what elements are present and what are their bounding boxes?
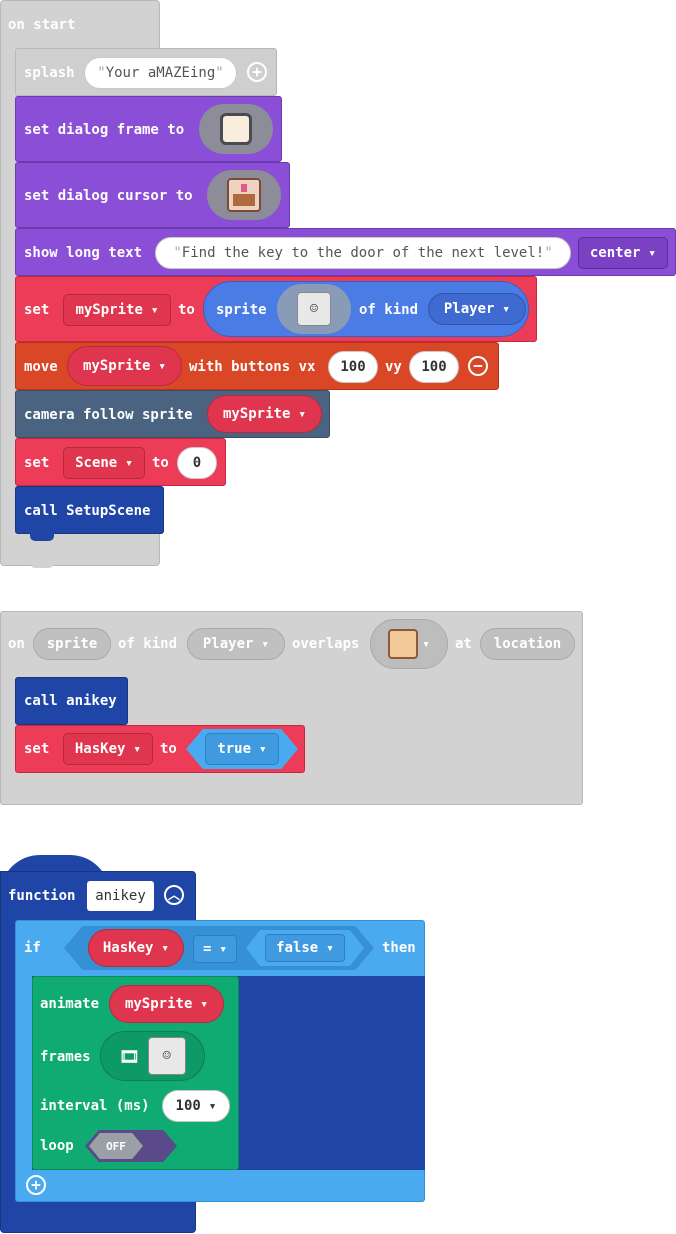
call-anikey-label: call anikey (24, 693, 117, 709)
chest-image (227, 178, 261, 212)
camera-label: camera follow sprite (24, 407, 193, 423)
overlap-of-kind-label: of kind (118, 636, 178, 652)
compare-haskey-dropdown[interactable]: HasKey (88, 929, 184, 967)
collapse-icon[interactable]: ︿ (164, 885, 184, 905)
player-sprite-image: ☺ (147, 1037, 186, 1075)
sprite-image-picker[interactable]: ☺ (277, 284, 351, 334)
call-anikey-block[interactable] (15, 677, 128, 725)
long-text-value: Find the key to the door of the next lev… (181, 245, 545, 261)
vx-input[interactable]: 100 (328, 351, 378, 383)
minus-icon[interactable]: − (468, 356, 488, 376)
scene-value-input[interactable]: 0 (177, 447, 217, 479)
with-buttons-label: with buttons vx (189, 359, 316, 375)
true-value: true (217, 741, 266, 757)
function-label: function (8, 888, 76, 904)
on-start-label: on start (8, 17, 76, 33)
kind-value: Player (444, 301, 510, 317)
compare-haskey-value: HasKey (103, 940, 169, 956)
vy-input[interactable]: 100 (409, 351, 459, 383)
set-haskey-to-label: to (160, 741, 177, 757)
then-label: then (382, 940, 416, 956)
vy-value: 100 (421, 359, 447, 375)
overlap-on-label: on (8, 636, 25, 652)
interval-value: 100 (176, 1098, 217, 1114)
scene-dropdown[interactable]: Scene (63, 447, 145, 479)
false-value: false (276, 940, 334, 956)
dialog-frame-label: set dialog frame to (24, 122, 185, 138)
long-text-label: show long text (24, 245, 143, 261)
operator-dropdown[interactable]: = (193, 935, 237, 963)
player-sprite-image: ☺ (297, 292, 331, 326)
overlap-sprite-param[interactable]: sprite (33, 628, 111, 660)
function-name-input[interactable]: anikey (87, 881, 154, 911)
camera-sprite-value: mySprite (223, 406, 306, 422)
haskey-dropdown[interactable]: HasKey (63, 733, 153, 765)
camera-sprite-dropdown[interactable]: mySprite (207, 395, 322, 433)
overlaps-label: overlaps (292, 636, 360, 652)
set-scene-label: set (24, 455, 50, 471)
move-label: move (24, 359, 58, 375)
interval-dropdown[interactable]: 100 (162, 1090, 230, 1122)
splash-text-input[interactable]: " Your aMAZEing " (84, 57, 237, 89)
to-label: to (178, 302, 195, 318)
kind-dropdown[interactable]: Player (428, 293, 526, 325)
dialog-cursor-label: set dialog cursor to (24, 188, 193, 204)
true-dropdown[interactable]: true (205, 733, 279, 765)
animate-sprite-dropdown[interactable]: mySprite (109, 985, 224, 1023)
animate-label: animate (40, 996, 100, 1012)
loop-toggle-knob: OFF (89, 1133, 143, 1159)
frames-label: frames (40, 1049, 91, 1065)
scene-number: 0 (192, 455, 202, 471)
function-name-value: anikey (95, 888, 146, 904)
interval-label: interval (ms) (40, 1098, 150, 1114)
set-haskey-label: set (24, 741, 50, 757)
set-label: set (24, 302, 50, 318)
vx-value: 100 (340, 359, 366, 375)
position-dropdown[interactable]: center (578, 237, 668, 269)
location-value: location (493, 636, 562, 652)
move-sprite-dropdown[interactable]: mySprite (67, 346, 182, 386)
mySprite-value: mySprite (75, 302, 158, 318)
at-label: at (455, 636, 472, 652)
splash-text-value: Your aMAZEing (105, 65, 216, 81)
scene-value: Scene (75, 455, 133, 471)
if-label: if (24, 940, 41, 956)
loop-value: OFF (106, 1139, 126, 1153)
call-setupscene-block[interactable] (15, 486, 164, 534)
overlap-kind-dropdown[interactable]: Player (187, 628, 285, 660)
overlap-kind-value: Player (203, 636, 269, 652)
overlap-sprite-value: sprite (46, 636, 98, 652)
set-scene-to-label: to (152, 455, 169, 471)
plus-icon[interactable]: + (247, 62, 267, 82)
move-sprite-value: mySprite (83, 358, 166, 374)
plus-icon[interactable]: + (26, 1175, 46, 1195)
chest-image (388, 629, 419, 659)
frames-picker[interactable]: 🎞 ☺ (100, 1031, 205, 1081)
long-text-input[interactable]: " Find the key to the door of the next le… (155, 237, 571, 269)
haskey-value: HasKey (75, 741, 141, 757)
position-value: center (590, 245, 656, 261)
operator-value: = (203, 941, 227, 957)
filmstrip-icon: 🎞 (119, 1046, 140, 1066)
location-param[interactable]: location (480, 628, 575, 660)
of-kind-label: of kind (359, 302, 419, 318)
vy-label: vy (385, 359, 402, 375)
splash-label: splash (24, 65, 75, 81)
dialog-cursor-picker[interactable] (207, 170, 281, 220)
false-dropdown[interactable]: false (265, 934, 345, 962)
call-setupscene-label: call SetupScene (24, 503, 151, 519)
dialog-frame-picker[interactable] (199, 104, 273, 154)
dialog-frame-image (220, 113, 252, 145)
animate-sprite-value: mySprite (125, 996, 208, 1012)
tile-picker[interactable] (370, 619, 448, 669)
mySprite-dropdown[interactable]: mySprite (63, 294, 171, 326)
loop-label: loop (40, 1138, 74, 1154)
sprite-label: sprite (216, 302, 267, 318)
